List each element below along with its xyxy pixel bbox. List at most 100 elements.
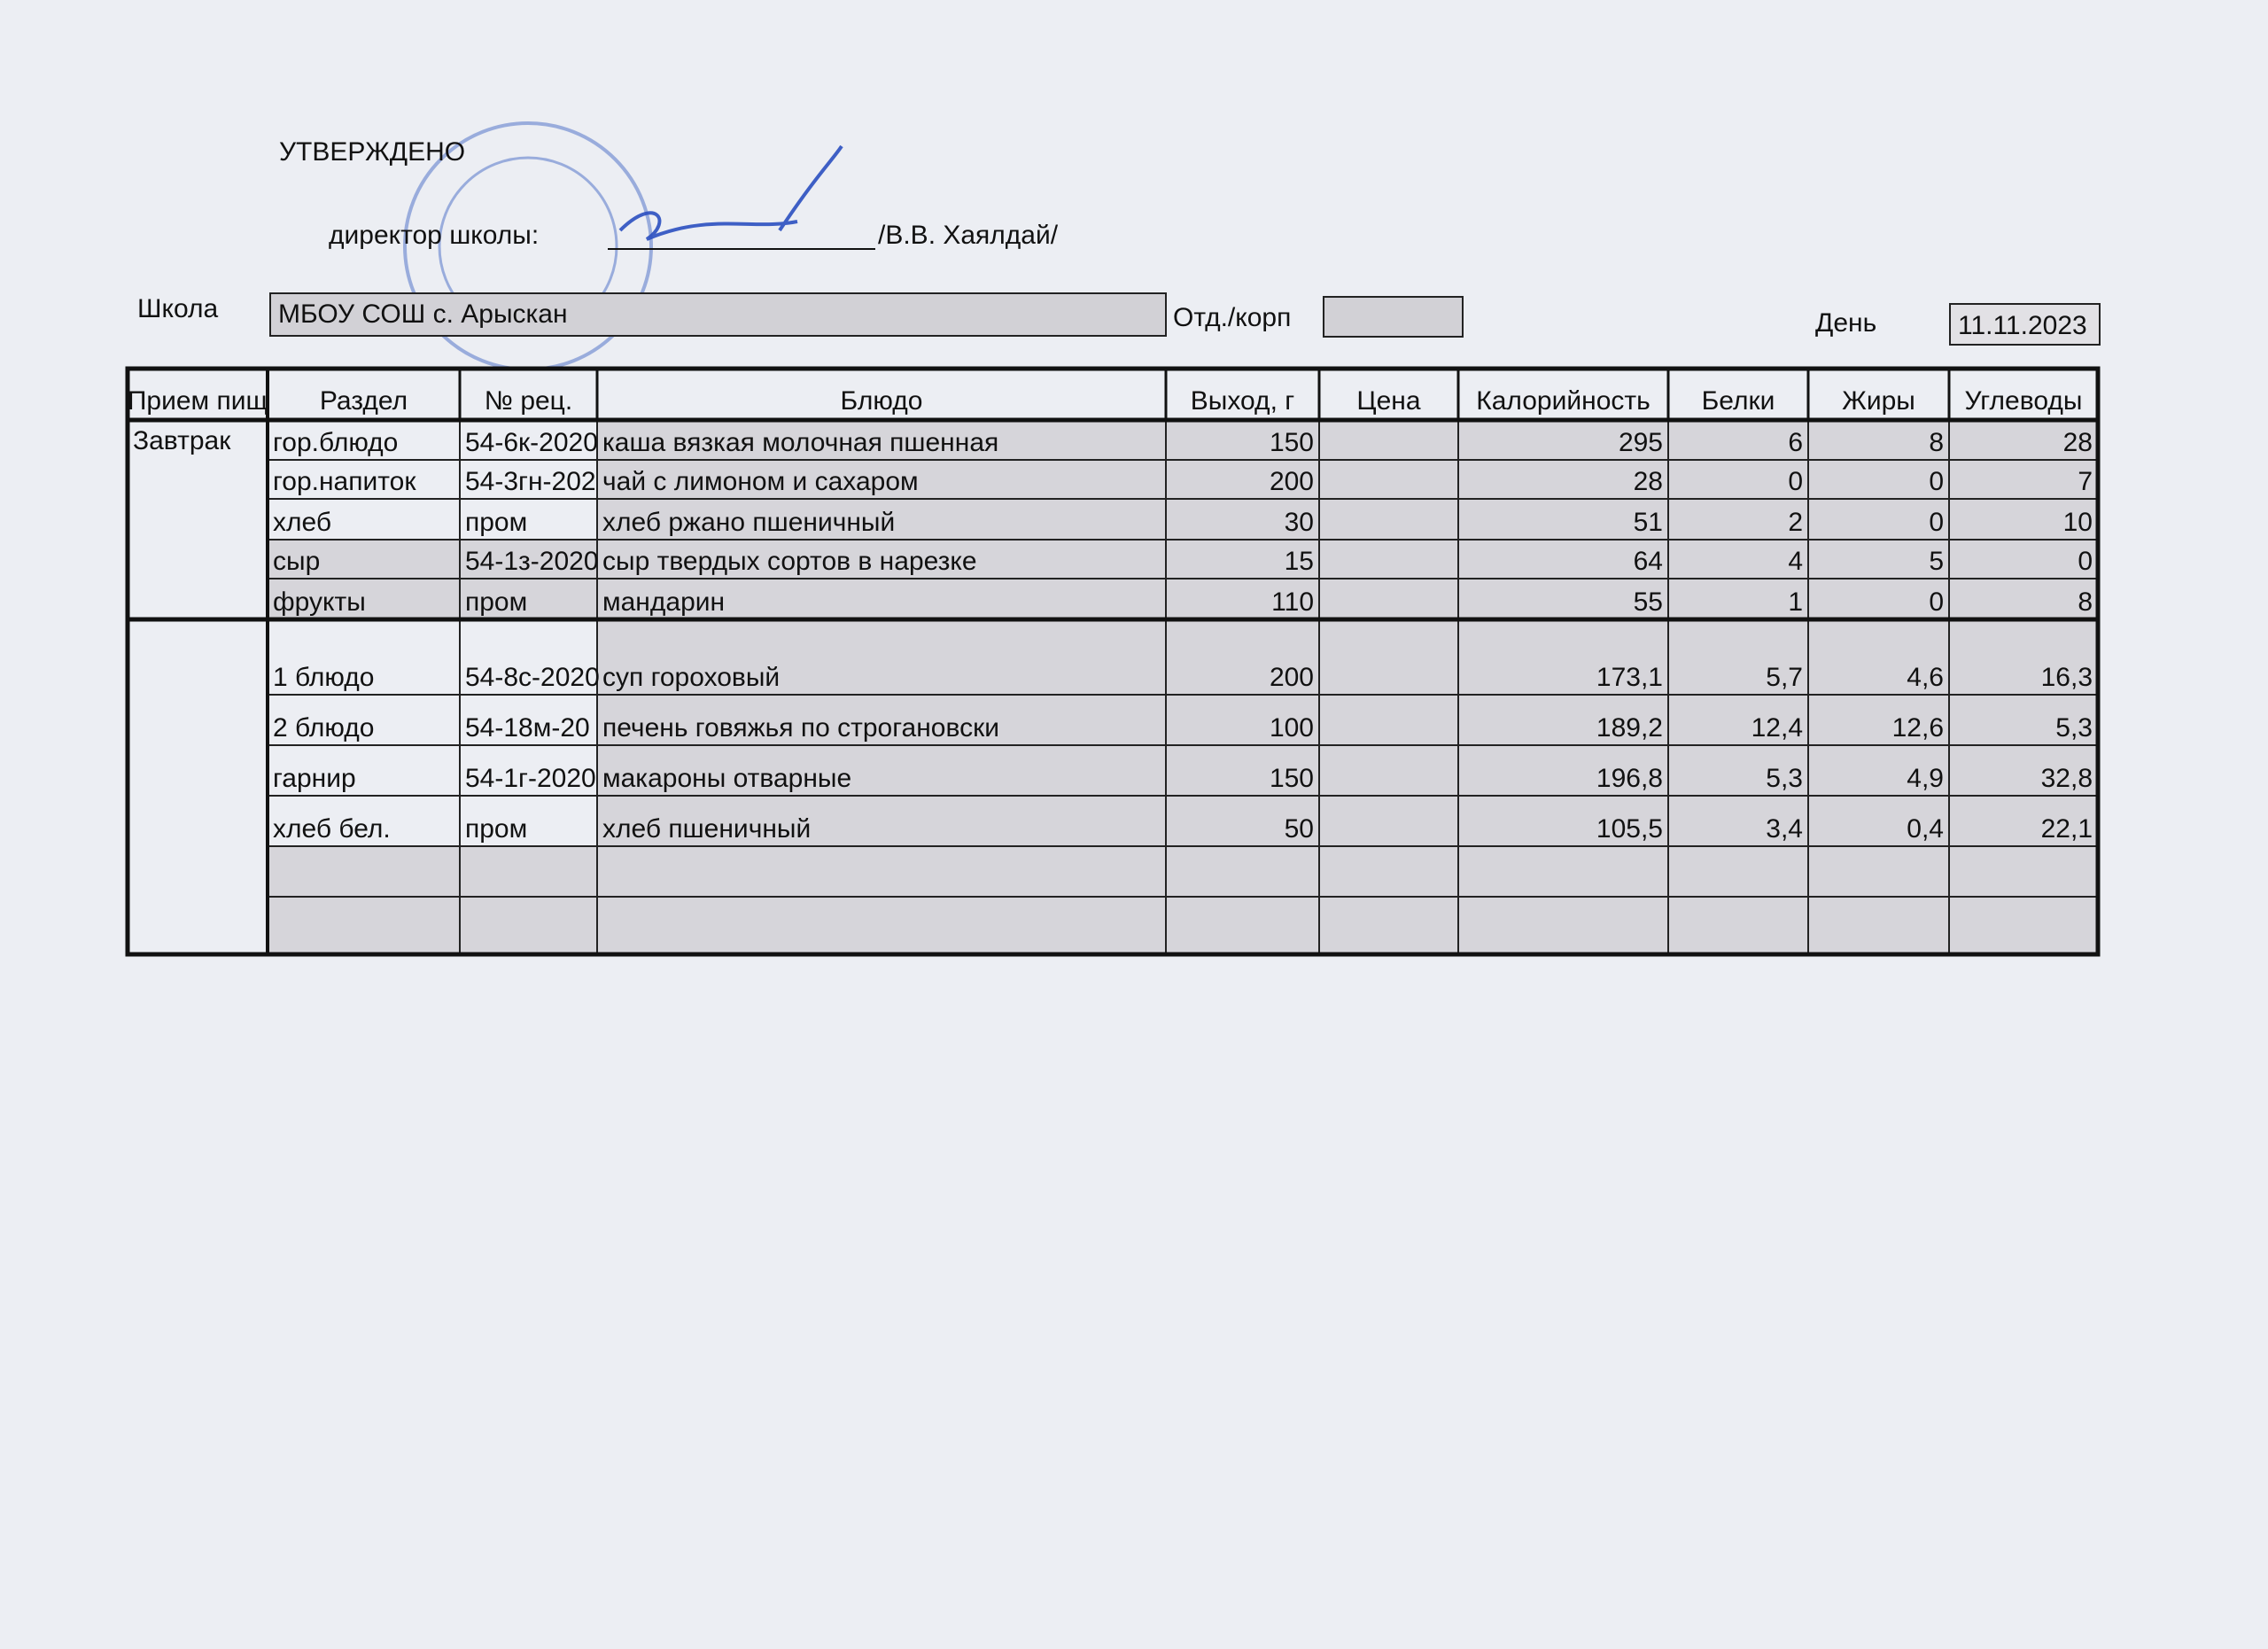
cell — [1457, 845, 1669, 898]
cell — [1948, 419, 2099, 461]
number-cell: 5,7 — [1766, 663, 1803, 692]
number-cell: 295 — [1619, 428, 1663, 457]
cell — [267, 539, 461, 579]
text-cell: 2 блюдо — [273, 713, 374, 743]
number-cell: 4,6 — [1907, 663, 1944, 692]
cell — [1667, 498, 1809, 541]
school-name: МБОУ СОШ с. Арыскан — [278, 299, 568, 329]
cell — [596, 498, 1167, 541]
cell — [1807, 539, 1950, 579]
cell — [1318, 498, 1459, 541]
column-header: Калорийность — [1476, 386, 1651, 416]
director-label: директор школы: — [329, 221, 539, 250]
meal: Завтрак — [133, 426, 231, 455]
department-box — [1323, 296, 1464, 338]
number-cell: 110 — [1271, 587, 1314, 617]
cell — [1457, 618, 1669, 696]
text-cell: гор.напиток — [273, 467, 416, 496]
text-cell: 54-6к-2020 — [465, 428, 598, 457]
column-header: Блюдо — [841, 386, 923, 416]
cell — [267, 845, 461, 898]
cell — [1807, 419, 1950, 461]
cell — [1807, 459, 1950, 500]
number-cell: 16,3 — [2041, 663, 2093, 692]
number-cell: 5,3 — [1766, 764, 1803, 793]
number-cell: 8 — [1929, 428, 1944, 457]
cell — [1948, 694, 2099, 746]
cell — [1948, 539, 2099, 579]
number-cell: 2 — [1788, 508, 1803, 537]
number-cell: 1 — [1788, 587, 1803, 617]
cell — [1165, 694, 1320, 746]
cell — [459, 744, 598, 797]
text-cell: пром — [465, 508, 527, 537]
cell — [1807, 498, 1950, 541]
department-label: Отд./корп — [1173, 303, 1291, 332]
cell — [1667, 459, 1809, 500]
date: 11.11.2023 — [1958, 311, 2087, 340]
cell — [596, 744, 1167, 797]
text-cell: пром — [465, 814, 527, 844]
cell — [1457, 896, 1669, 955]
number-cell: 28 — [1634, 467, 1663, 496]
text-cell: хлеб — [273, 508, 331, 537]
menu-table: Прием пищ Раздел № рец. Блюдо Выход, г Цена Ка… — [125, 366, 2101, 957]
number-cell: 200 — [1270, 663, 1314, 692]
number-cell: 0 — [1788, 467, 1803, 496]
approved: УТВЕРЖДЕНО — [279, 137, 465, 167]
number-cell: 7 — [2078, 467, 2093, 496]
number-cell: 55 — [1634, 587, 1663, 617]
text-cell: 1 блюдо — [273, 663, 374, 692]
number-cell: 32,8 — [2041, 764, 2093, 793]
text-cell: хлеб пшеничный — [602, 814, 811, 844]
number-cell: 22,1 — [2041, 814, 2093, 844]
date-box — [1949, 303, 2101, 346]
cell — [1807, 845, 1950, 898]
number-cell: 51 — [1634, 508, 1663, 537]
cell — [1318, 459, 1459, 500]
number-cell: 196,8 — [1596, 764, 1663, 793]
text-cell: хлеб ржано пшеничный — [602, 508, 895, 537]
cell — [459, 539, 598, 579]
cell — [1457, 498, 1669, 541]
text-cell: 54-3гн-202 — [465, 467, 596, 496]
cell — [1807, 578, 1950, 620]
cell — [1667, 795, 1809, 847]
number-cell: 189,2 — [1596, 713, 1663, 743]
text-cell: печень говяжья по строгановски — [602, 713, 999, 743]
cell — [1807, 896, 1950, 955]
cell — [1948, 744, 2099, 797]
column-header: Прием пищ — [128, 386, 268, 416]
cell — [459, 498, 598, 541]
cell — [596, 694, 1167, 746]
cell — [1807, 744, 1950, 797]
cell — [1165, 896, 1320, 955]
cell — [267, 795, 461, 847]
cell — [1318, 744, 1459, 797]
column-header: Раздел — [320, 386, 408, 416]
cell — [1667, 578, 1809, 620]
cell — [596, 896, 1167, 955]
number-cell: 0,4 — [1907, 814, 1944, 844]
number-cell: 0 — [1929, 467, 1944, 496]
number-cell: 0 — [2078, 547, 2093, 576]
number-cell: 3,4 — [1766, 814, 1803, 844]
cell — [1667, 845, 1809, 898]
number-cell: 0 — [1929, 508, 1944, 537]
cell — [1318, 896, 1459, 955]
text-cell: макароны отварные — [602, 764, 851, 793]
number-cell: 12,4 — [1751, 713, 1803, 743]
text-cell: 54-8с-2020 — [465, 663, 600, 692]
column-header: Углеводы — [1965, 386, 2083, 416]
text-cell: 54-1з-2020 — [465, 547, 599, 576]
cell — [1948, 498, 2099, 541]
column-header: № рец. — [485, 386, 572, 416]
cell — [1318, 845, 1459, 898]
column-header: Цена — [1356, 386, 1420, 416]
cell — [1667, 539, 1809, 579]
text-cell: сыр — [273, 547, 320, 576]
cell — [1948, 578, 2099, 620]
cell — [1165, 795, 1320, 847]
text-cell: фрукты — [273, 587, 366, 617]
